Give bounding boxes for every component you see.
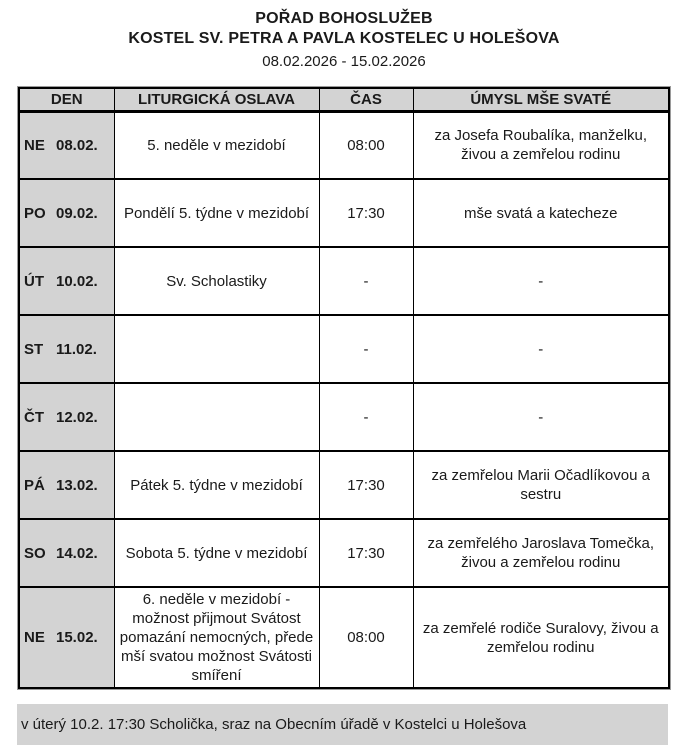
day-date: 13.02. [56,476,98,494]
celebration-cell: Sv. Scholastiky [113,246,320,316]
table-row: PO 09.02. Pondělí 5. týdne v mezidobí 17:… [18,178,670,248]
intention-cell: za Josefa Roubalíka, manželku, živou a z… [412,110,670,180]
table-row: SO 14.02. Sobota 5. týdne v mezidobí 17:3… [18,518,670,588]
time-cell: - [318,382,414,452]
time-cell: 17:30 [318,518,414,588]
celebration-cell [113,314,320,384]
time-cell: 17:30 [318,450,414,520]
day-date: 14.02. [56,544,98,562]
day-cell: PO 09.02. [18,178,115,248]
celebration-cell: Sobota 5. týdne v mezidobí [113,518,320,588]
day-date: 09.02. [56,204,98,222]
table-row: ST 11.02. - - [18,314,670,384]
intention-cell: - [412,314,670,384]
day-abbr: PO [24,204,46,222]
document-header: POŘAD BOHOSLUŽEB KOSTEL SV. PETRA A PAVL… [0,0,688,72]
time-cell: 17:30 [318,178,414,248]
day-date: 12.02. [56,408,98,426]
church-name: KOSTEL SV. PETRA A PAVLA KOSTELEC U HOLE… [128,30,560,47]
day-abbr: NE [24,629,45,646]
day-cell: PÁ 13.02. [18,450,115,520]
table-row: ÚT 10.02. Sv. Scholastiky - - [18,246,670,316]
celebration-cell: 5. neděle v mezidobí [113,110,320,180]
celebration-cell: 6. neděle v mezidobí - možnost přijmout … [113,586,320,689]
schedule-table: DEN LITURGICKÁ OSLAVA ČAS ÚMYSL MŠE SVAT… [17,86,671,690]
celebration-cell: Pátek 5. týdne v mezidobí [113,450,320,520]
table-row: ČT 12.02. - - [18,382,670,452]
intention-cell: za zemřelou Marii Očadlíkovou a sestru [412,450,670,520]
table-row: NE 08.02. 5. neděle v mezidobí 08:00 za J… [18,110,670,180]
page-title: POŘAD BOHOSLUŽEB [255,10,433,27]
day-cell: ÚT 10.02. [18,246,115,316]
day-cell: SO 14.02. [18,518,115,588]
day-abbr: SO [24,544,46,562]
day-abbr: PÁ [24,476,45,494]
intention-cell: mše svatá a katecheze [412,178,670,248]
time-cell: 08:00 [318,110,414,180]
day-cell: NE 08.02. [18,110,115,180]
footer-note-bar: v úterý 10.2. 17:30 Scholička, sraz na O… [17,704,668,745]
table-row: NE 15.02. 6. neděle v mezidobí - možnost … [18,586,670,689]
table-row: PÁ 13.02. Pátek 5. týdne v mezidobí 17:30… [18,450,670,520]
day-abbr: ST [24,340,44,358]
intention-cell: - [412,246,670,316]
day-abbr: ČT [24,408,44,426]
time-cell: - [318,246,414,316]
day-date: 11.02. [56,340,97,358]
day-cell: ČT 12.02. [18,382,115,452]
day-date: 10.02. [56,272,98,290]
day-abbr: ÚT [24,272,44,290]
celebration-cell [113,382,320,452]
time-cell: - [318,314,414,384]
day-date: 15.02. [56,629,98,646]
footer-note-text: v úterý 10.2. 17:30 Scholička, sraz na O… [21,716,527,733]
column-header-intention: ÚMYSL MŠE SVATÉ [412,87,670,113]
column-header-day: DEN [18,87,115,113]
intention-cell: za zemřelé rodiče Suralovy, živou a zemř… [412,586,670,689]
day-cell: NE 15.02. [18,586,115,689]
column-header-celebration: LITURGICKÁ OSLAVA [113,87,320,113]
column-header-time: ČAS [318,87,414,113]
schedule-table-header: DEN LITURGICKÁ OSLAVA ČAS ÚMYSL MŠE SVAT… [18,87,670,113]
intention-cell: za zemřelého Jaroslava Tomečka, živou a … [412,518,670,588]
day-abbr: NE [24,136,45,154]
day-date: 08.02. [56,136,98,154]
day-cell: ST 11.02. [18,314,115,384]
celebration-cell: Pondělí 5. týdne v mezidobí [113,178,320,248]
time-cell: 08:00 [318,586,414,689]
date-range: 08.02.2026 - 15.02.2026 [262,53,426,70]
intention-cell: - [412,382,670,452]
